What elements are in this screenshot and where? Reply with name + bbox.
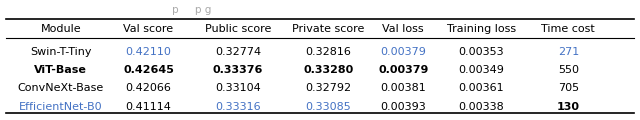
- Text: 0.00379: 0.00379: [380, 47, 426, 57]
- Text: Swin-T-Tiny: Swin-T-Tiny: [30, 47, 92, 57]
- Text: 0.00361: 0.00361: [458, 83, 504, 93]
- Text: ConvNeXt-Base: ConvNeXt-Base: [18, 83, 104, 93]
- Text: Public score: Public score: [205, 24, 271, 34]
- Text: 0.32816: 0.32816: [305, 47, 351, 57]
- Text: 0.33316: 0.33316: [215, 102, 261, 112]
- Text: 0.00381: 0.00381: [380, 83, 426, 93]
- Text: 0.33104: 0.33104: [215, 83, 261, 93]
- Text: p     p g: p p g: [172, 5, 212, 15]
- Text: 0.42110: 0.42110: [125, 47, 172, 57]
- Text: Val score: Val score: [124, 24, 173, 34]
- Text: Time cost: Time cost: [541, 24, 595, 34]
- Text: Module: Module: [40, 24, 81, 34]
- Text: 0.00393: 0.00393: [380, 102, 426, 112]
- Text: 0.41114: 0.41114: [125, 102, 172, 112]
- Text: 130: 130: [557, 102, 580, 112]
- Text: Val loss: Val loss: [382, 24, 424, 34]
- Text: Private score: Private score: [292, 24, 365, 34]
- Text: 0.42066: 0.42066: [125, 83, 172, 93]
- Text: 550: 550: [558, 65, 579, 75]
- Text: 0.00379: 0.00379: [378, 65, 428, 75]
- Text: 705: 705: [557, 83, 579, 93]
- Text: 0.33085: 0.33085: [305, 102, 351, 112]
- Text: 0.42645: 0.42645: [123, 65, 174, 75]
- Text: 0.00353: 0.00353: [458, 47, 504, 57]
- Text: 0.00349: 0.00349: [458, 65, 504, 75]
- Text: 0.33280: 0.33280: [303, 65, 353, 75]
- Text: EfficientNet-B0: EfficientNet-B0: [19, 102, 102, 112]
- Text: 0.32774: 0.32774: [215, 47, 261, 57]
- Text: 0.00338: 0.00338: [458, 102, 504, 112]
- Text: 271: 271: [557, 47, 579, 57]
- Text: ViT-Base: ViT-Base: [35, 65, 87, 75]
- Text: Training loss: Training loss: [447, 24, 516, 34]
- Text: 0.32792: 0.32792: [305, 83, 351, 93]
- Text: 0.33376: 0.33376: [213, 65, 263, 75]
